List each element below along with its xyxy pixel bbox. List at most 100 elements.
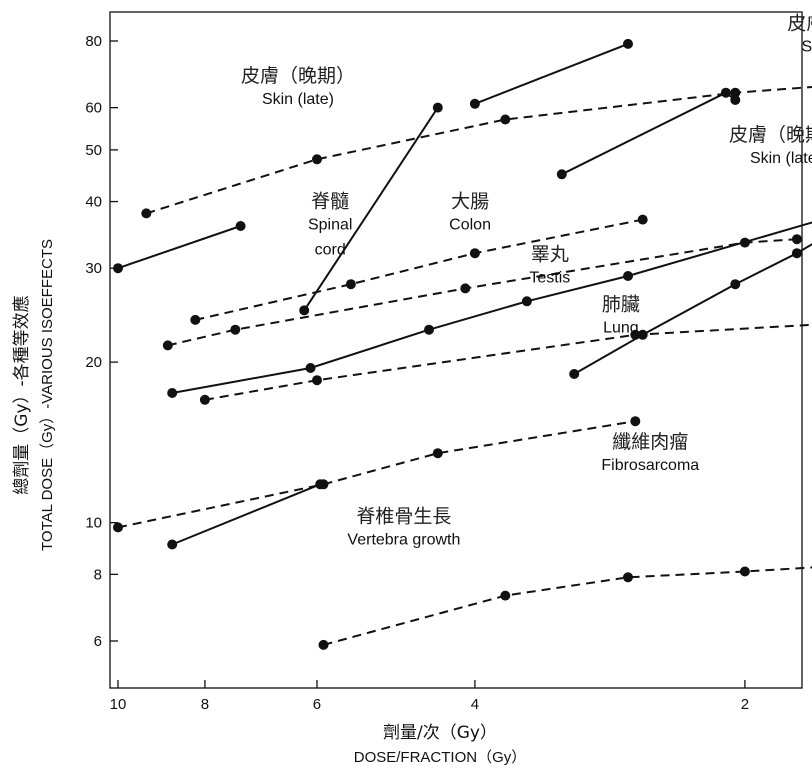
data-point: [630, 329, 641, 340]
series-label-zh: 肺臟: [602, 293, 640, 315]
data-point: [113, 522, 123, 533]
data-point: [432, 102, 443, 113]
data-point: [637, 214, 648, 225]
data-point: [469, 248, 480, 259]
series-skin-late: [556, 87, 741, 180]
x-tick-label: 8: [201, 696, 209, 713]
series-colon: [190, 214, 648, 325]
y-axis: 6 8 10 20 30 40 50 60 80: [85, 33, 118, 650]
data-point: [739, 566, 750, 577]
x-tick-label: 2: [741, 696, 749, 713]
x-axis-title-zh: 劑量/次（Gy）: [383, 723, 497, 743]
annotation-layer: 皮膚（急性） Skin (acute) 皮膚（晚期） Skin (late) 皮膚（晚期…: [241, 13, 812, 549]
data-point: [230, 324, 241, 335]
data-point: [299, 305, 310, 316]
series-line-fibrosarcoma: [117, 420, 636, 529]
series-line-spinal-cord: [117, 225, 241, 270]
series-line-skin-late: [561, 91, 736, 176]
data-point: [730, 95, 741, 105]
series-label-zh: 大腸: [451, 190, 489, 212]
y-tick-label: 30: [85, 260, 102, 277]
series-line-jejunum: [204, 323, 812, 401]
series-line-spinal-cord: [303, 107, 439, 311]
data-point: [318, 639, 329, 650]
x-tick-label: 4: [471, 696, 479, 713]
series-lung: [167, 221, 812, 398]
series-line-kidney: [573, 243, 812, 375]
data-point: [305, 363, 316, 373]
plot-frame: [109, 11, 803, 689]
series-label-en: Skin (late): [262, 91, 334, 108]
series-line-vertebra-growth: [171, 483, 321, 546]
y-tick-label: 6: [94, 633, 102, 650]
data-point: [791, 234, 802, 245]
series-label-zh: 纖維肉瘤: [612, 431, 688, 453]
series-label-en: Spinal: [308, 216, 352, 233]
data-point: [113, 263, 123, 274]
data-point: [720, 87, 731, 98]
data-point: [623, 271, 633, 281]
data-point: [162, 340, 173, 351]
y-tick-label: 50: [85, 142, 102, 159]
series-layer: [113, 38, 812, 650]
y-axis-title-en: TOTAL DOSE（Gy）-VARIOUS ISOEFFECTS: [39, 239, 56, 551]
data-point: [167, 388, 178, 398]
series-label-zh: 皮膚（晚期）: [241, 65, 355, 87]
series-label-en: Colon: [449, 216, 491, 233]
data-point: [235, 221, 246, 231]
data-point: [623, 38, 633, 49]
series-label-en: Fibrosarcoma: [601, 457, 699, 474]
data-point: [460, 283, 471, 294]
y-tick-label: 10: [85, 515, 102, 532]
data-point: [630, 416, 641, 427]
y-tick-label: 80: [85, 33, 102, 50]
data-point: [199, 394, 210, 405]
series-spinal-cord: [113, 221, 246, 274]
series-label-en: Skin (acute): [802, 39, 812, 56]
series-label-en: Skin (late): [750, 150, 812, 167]
series-skin-late: [469, 38, 633, 109]
data-point: [432, 448, 443, 459]
data-point: [469, 98, 480, 109]
series-spinal-cord: [299, 102, 443, 316]
data-point: [730, 87, 741, 98]
x-axis: 1086421.8.6: [110, 680, 749, 713]
x-tick-label: 6: [313, 696, 321, 713]
data-point: [312, 375, 322, 386]
series-label-zh: 脊椎骨生長: [356, 506, 451, 528]
series-testis: [162, 234, 802, 351]
data-point: [569, 369, 580, 379]
series-label-zh: 皮膚（晚期）: [729, 124, 812, 146]
series-label-zh: 睪丸: [531, 244, 569, 266]
series-line-lung: [172, 221, 812, 394]
series-label-en: Vertebra growth: [347, 532, 460, 549]
data-point: [424, 324, 434, 335]
series-bone-marrow: [318, 566, 812, 650]
series-line-bone-marrow: [323, 566, 812, 646]
series-skin-acute: [141, 85, 812, 219]
series-label-en: Testis: [529, 270, 570, 287]
data-point: [791, 248, 802, 259]
series-label-zh: 皮膚（急性）: [787, 13, 812, 35]
data-point: [500, 590, 511, 601]
series-label-en: cord: [315, 241, 346, 258]
y-axis-title-zh: 總劑量（Gy）-各種等效應: [11, 295, 32, 494]
data-point: [556, 169, 567, 180]
data-point: [500, 114, 511, 125]
series-fibrosarcoma: [113, 416, 641, 533]
series-line-colon: [195, 218, 643, 321]
data-point: [345, 279, 356, 290]
x-tick-label: 10: [110, 696, 127, 713]
y-tick-label: 20: [85, 354, 102, 371]
series-label-zh: 脊髓: [311, 190, 349, 212]
series-kidney: [569, 243, 812, 379]
y-tick-label: 8: [94, 566, 102, 583]
series-line-skin-late: [474, 42, 629, 105]
data-point: [730, 279, 741, 290]
y-tick-label: 40: [85, 194, 102, 211]
data-point: [312, 154, 322, 165]
y-tick-label: 60: [85, 100, 102, 117]
data-point: [167, 539, 178, 550]
series-vertebra-growth: [167, 479, 326, 550]
